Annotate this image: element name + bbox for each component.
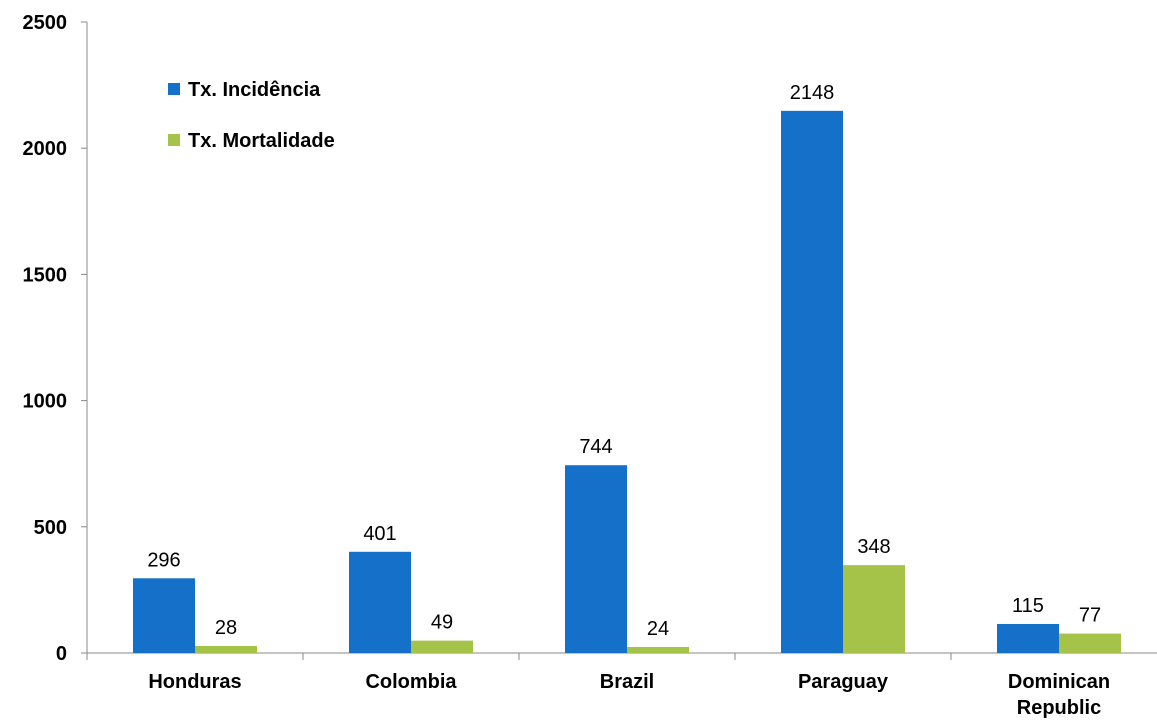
x-category-label: Honduras — [148, 671, 241, 693]
y-tick-label: 2000 — [23, 138, 68, 160]
bar-mortalidade — [627, 646, 689, 653]
legend-swatch — [168, 83, 180, 95]
x-category-label: Republic — [1017, 697, 1101, 719]
legend: Tx. Incidência Tx. Mortalidade — [168, 79, 335, 152]
x-category-label: Dominican — [1008, 671, 1110, 693]
y-tick-label: 2500 — [23, 12, 68, 34]
bar-value-label: 24 — [647, 618, 669, 640]
bar-value-labels: 296 401 744 2148 115 28 49 24 348 77 — [147, 82, 1101, 640]
legend-swatch — [168, 134, 180, 146]
bar-value-label: 744 — [579, 436, 612, 458]
bar-incidencia — [565, 465, 627, 653]
y-tick-label: 1000 — [23, 391, 68, 413]
bars — [133, 110, 1121, 654]
x-category-label: Brazil — [600, 671, 654, 693]
bar-mortalidade — [1059, 633, 1121, 653]
x-axis: Honduras Colombia Brazil Paraguay Dominican R… — [86, 652, 1157, 719]
bar-incidencia — [133, 578, 195, 653]
bar-value-label: 77 — [1079, 605, 1101, 627]
bar-value-label: 28 — [215, 617, 237, 639]
legend-label: Tx. Mortalidade — [188, 130, 335, 152]
bar-mortalidade — [195, 645, 257, 653]
y-tick-label: 0 — [56, 643, 67, 665]
bar-mortalidade — [411, 640, 473, 653]
bar-mortalidade — [843, 565, 905, 653]
bar-value-label: 348 — [857, 536, 890, 558]
bar-incidencia — [349, 551, 411, 653]
bar-incidencia — [781, 110, 843, 654]
y-tick-label: 500 — [34, 517, 67, 539]
y-tick-label: 1500 — [23, 264, 68, 286]
bar-incidencia — [997, 623, 1059, 653]
legend-label: Tx. Incidência — [188, 79, 321, 101]
x-category-label: Colombia — [365, 671, 457, 693]
bar-value-label: 2148 — [790, 82, 835, 104]
bar-value-label: 49 — [431, 612, 453, 634]
bar-value-label: 401 — [363, 523, 396, 545]
x-category-label: Paraguay — [798, 671, 889, 693]
y-axis: 0 500 1000 1500 2000 2500 — [23, 12, 88, 665]
bar-value-label: 115 — [1012, 595, 1044, 617]
bar-value-label: 296 — [147, 549, 180, 571]
